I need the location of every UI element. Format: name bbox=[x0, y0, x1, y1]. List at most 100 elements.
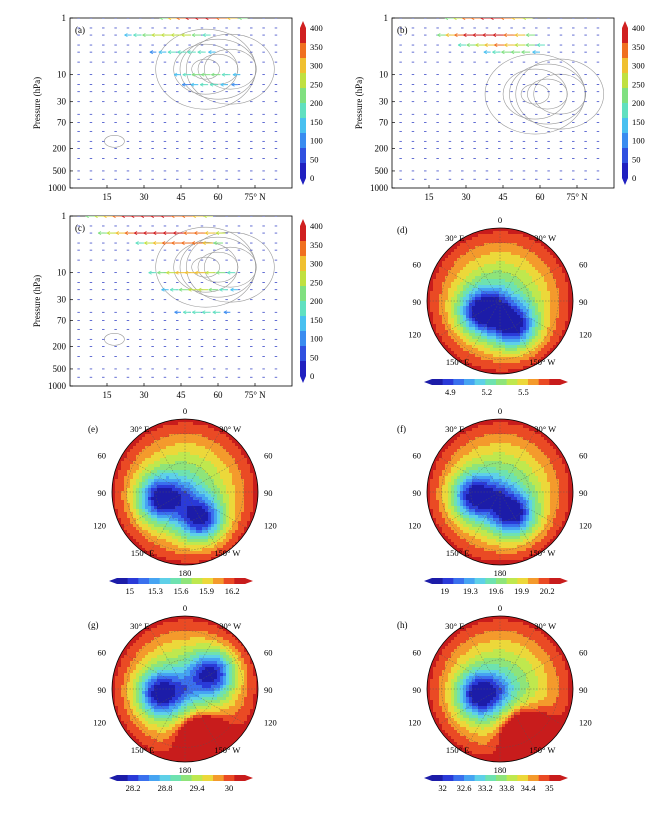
heatmap-cell bbox=[484, 228, 488, 232]
heatmap-cell bbox=[484, 282, 488, 286]
longitude-label: 90 bbox=[413, 297, 422, 307]
heatmap-cell bbox=[205, 452, 209, 456]
heatmap-cell bbox=[169, 461, 173, 465]
heatmap-cell bbox=[565, 318, 569, 322]
heatmap-cell bbox=[142, 431, 146, 435]
heatmap-cell bbox=[436, 234, 440, 238]
heatmap-cell bbox=[253, 437, 257, 441]
heatmap-cell bbox=[169, 449, 173, 453]
heatmap-cell bbox=[220, 452, 224, 456]
heatmap-cell bbox=[526, 354, 530, 358]
heatmap-cell bbox=[211, 476, 215, 480]
x-tick-label: 15 bbox=[103, 390, 113, 400]
heatmap-cell bbox=[448, 330, 452, 334]
heatmap-cell bbox=[496, 327, 500, 331]
heatmap-cell bbox=[550, 294, 554, 298]
heatmap-cell bbox=[148, 449, 152, 453]
heatmap-cell bbox=[184, 446, 188, 450]
heatmap-cell bbox=[475, 243, 479, 247]
heatmap-cell bbox=[463, 315, 467, 319]
heatmap-cell bbox=[226, 437, 230, 441]
heatmap-cell bbox=[220, 488, 224, 492]
heatmap-cell bbox=[559, 234, 563, 238]
heatmap-cell bbox=[448, 255, 452, 259]
heatmap-cell bbox=[157, 443, 161, 447]
heatmap-cell bbox=[508, 258, 512, 262]
heatmap-cell bbox=[145, 449, 149, 453]
colorbar-tick-label: 350 bbox=[310, 240, 323, 250]
heatmap-cell bbox=[184, 473, 188, 477]
heatmap-cell bbox=[568, 312, 572, 316]
heatmap-cell bbox=[499, 279, 503, 283]
heatmap-cell bbox=[496, 372, 500, 374]
heatmap-cell bbox=[232, 461, 236, 465]
heatmap-cell bbox=[568, 237, 572, 241]
heatmap-cell bbox=[511, 264, 515, 268]
flux-vector-head bbox=[510, 50, 515, 55]
heatmap-cell bbox=[451, 255, 455, 259]
heatmap-cell bbox=[544, 273, 548, 277]
heatmap-cell bbox=[121, 455, 125, 459]
heatmap-cell bbox=[223, 419, 227, 423]
heatmap-cell bbox=[241, 479, 245, 483]
y-tick-label: 10 bbox=[57, 70, 67, 80]
heatmap-cell bbox=[490, 321, 494, 325]
heatmap-cell bbox=[175, 476, 179, 480]
contour-line bbox=[204, 246, 257, 288]
heatmap-cell bbox=[478, 237, 482, 241]
heatmap-cell bbox=[544, 294, 548, 298]
heatmap-cell bbox=[124, 491, 128, 495]
heatmap-cell bbox=[253, 461, 257, 465]
heatmap-cell bbox=[535, 240, 539, 244]
heatmap-cell bbox=[538, 333, 542, 337]
heatmap-cell bbox=[118, 422, 122, 426]
heatmap-cell bbox=[523, 348, 527, 352]
heatmap-cell bbox=[529, 249, 533, 253]
heatmap-cell bbox=[496, 231, 500, 235]
heatmap-cell bbox=[439, 363, 443, 367]
heatmap-cell bbox=[511, 318, 515, 322]
heatmap-cell bbox=[505, 300, 509, 304]
heatmap-cell bbox=[562, 318, 566, 322]
heatmap-cell bbox=[484, 273, 488, 277]
heatmap-cell bbox=[436, 309, 440, 313]
heatmap-cell bbox=[502, 285, 506, 289]
heatmap-cell bbox=[154, 470, 158, 474]
heatmap-cell bbox=[442, 249, 446, 253]
heatmap-cell bbox=[565, 366, 569, 370]
heatmap-cell bbox=[160, 479, 164, 483]
heatmap-cell bbox=[538, 240, 542, 244]
heatmap-cell bbox=[178, 431, 182, 435]
heatmap-cell bbox=[541, 276, 545, 280]
heatmap-cell bbox=[193, 473, 197, 477]
heatmap-cell bbox=[451, 330, 455, 334]
heatmap-cell bbox=[571, 306, 573, 310]
heatmap-cell bbox=[469, 240, 473, 244]
heatmap-cell bbox=[490, 252, 494, 256]
heatmap-cell bbox=[532, 282, 536, 286]
heatmap-cell bbox=[190, 485, 194, 489]
heatmap-cell bbox=[160, 488, 164, 492]
heatmap-cell bbox=[184, 428, 188, 432]
heatmap-cell bbox=[553, 252, 557, 256]
heatmap-cell bbox=[178, 482, 182, 486]
heatmap-cell bbox=[502, 348, 506, 352]
heatmap-cell bbox=[130, 479, 134, 483]
heatmap-cell bbox=[535, 246, 539, 250]
heatmap-cell bbox=[112, 458, 116, 462]
heatmap-cell bbox=[556, 327, 560, 331]
heatmap-cell bbox=[172, 440, 176, 444]
heatmap-cell bbox=[169, 473, 173, 477]
heatmap-cell bbox=[472, 309, 476, 313]
heatmap-cell bbox=[502, 321, 506, 325]
heatmap-cell bbox=[223, 464, 227, 468]
heatmap-cell bbox=[145, 488, 149, 492]
heatmap-cell bbox=[439, 321, 443, 325]
heatmap-cell bbox=[550, 303, 554, 307]
heatmap-cell bbox=[211, 443, 215, 447]
heatmap-cell bbox=[175, 449, 179, 453]
flux-vector-head bbox=[525, 33, 530, 38]
heatmap-cell bbox=[460, 324, 464, 328]
heatmap-cell bbox=[457, 327, 461, 331]
polar-frame bbox=[426, 227, 574, 375]
